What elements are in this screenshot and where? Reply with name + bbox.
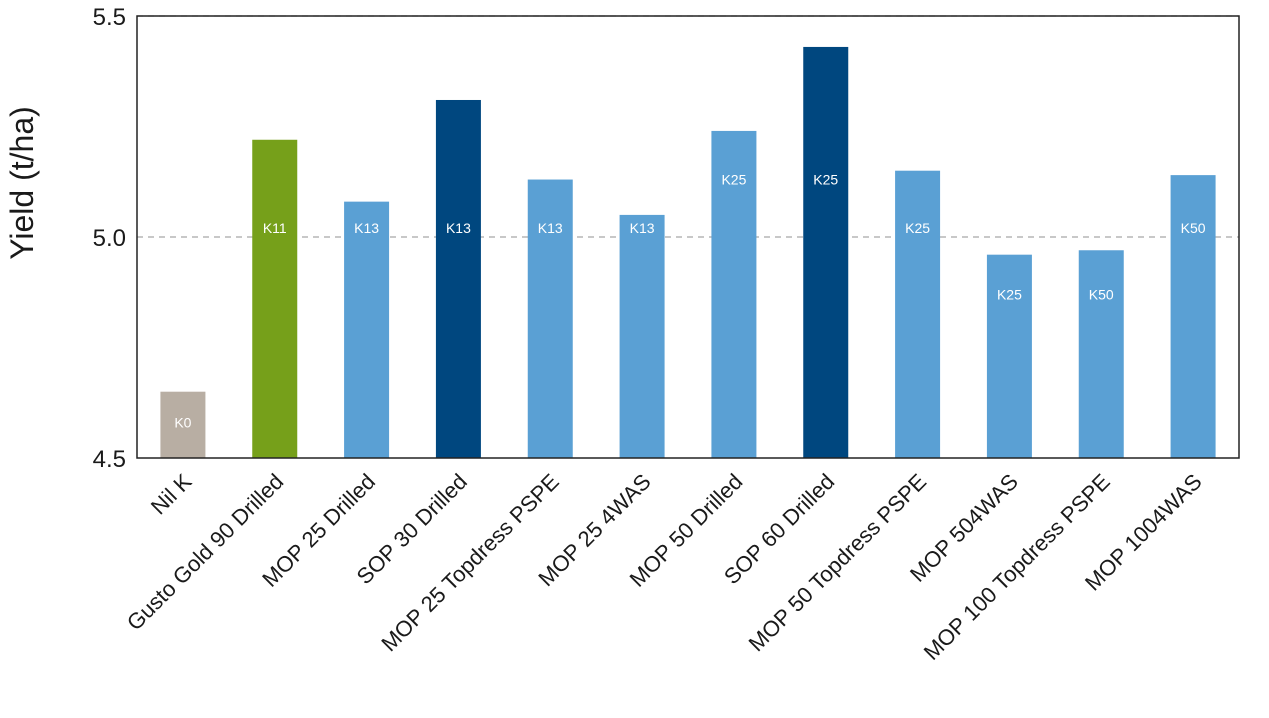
bar-data-label: K13 (538, 220, 563, 236)
bar-data-label: K13 (354, 220, 379, 236)
x-category-label: Nil K (146, 469, 197, 520)
y-tick-label: 5.5 (93, 4, 126, 31)
bar-data-label: K25 (813, 172, 838, 188)
y-tick-labels: 4.5 5.0 5.5 (93, 4, 126, 473)
bar-data-label: K25 (997, 286, 1022, 302)
bar (986, 254, 1032, 458)
bar (527, 179, 573, 459)
bar-data-label: K0 (174, 415, 191, 431)
bars (160, 46, 1216, 459)
gridlines (137, 15, 1239, 238)
bar (1170, 175, 1216, 458)
bar (711, 130, 757, 459)
x-category-label: MOP 50 Topdress PSPE (744, 469, 931, 656)
bar-data-label: K50 (1089, 286, 1114, 302)
bar-data-label: K25 (905, 220, 930, 236)
bar (619, 214, 665, 458)
bar-data-label: K25 (721, 172, 746, 188)
bar (160, 391, 206, 458)
plot-frame (136, 15, 1240, 459)
y-tick-label: 5.0 (93, 225, 126, 252)
x-category-label: MOP 25 Topdress PSPE (376, 469, 563, 656)
bar-labels: K0 K11 K13 K13 K13 K13 K25 K25 K25 K25 K50 K50 (174, 172, 1205, 431)
bar (803, 46, 849, 458)
y-tick-label: 4.5 (93, 446, 126, 473)
x-category-label: MOP 100 Topdress PSPE (919, 469, 1115, 665)
bar (435, 99, 481, 458)
bar (252, 139, 298, 458)
bar-data-label: K50 (1181, 220, 1206, 236)
bar (344, 201, 390, 458)
bar (1078, 250, 1124, 458)
bar-data-label: K11 (263, 220, 287, 236)
bar-data-label: K13 (446, 220, 471, 236)
bar (895, 170, 941, 458)
x-category-label: Gusto Gold 90 Drilled (122, 469, 288, 635)
y-axis-title: Yield (t/ha) (4, 106, 40, 260)
bar-data-label: K13 (630, 220, 655, 236)
